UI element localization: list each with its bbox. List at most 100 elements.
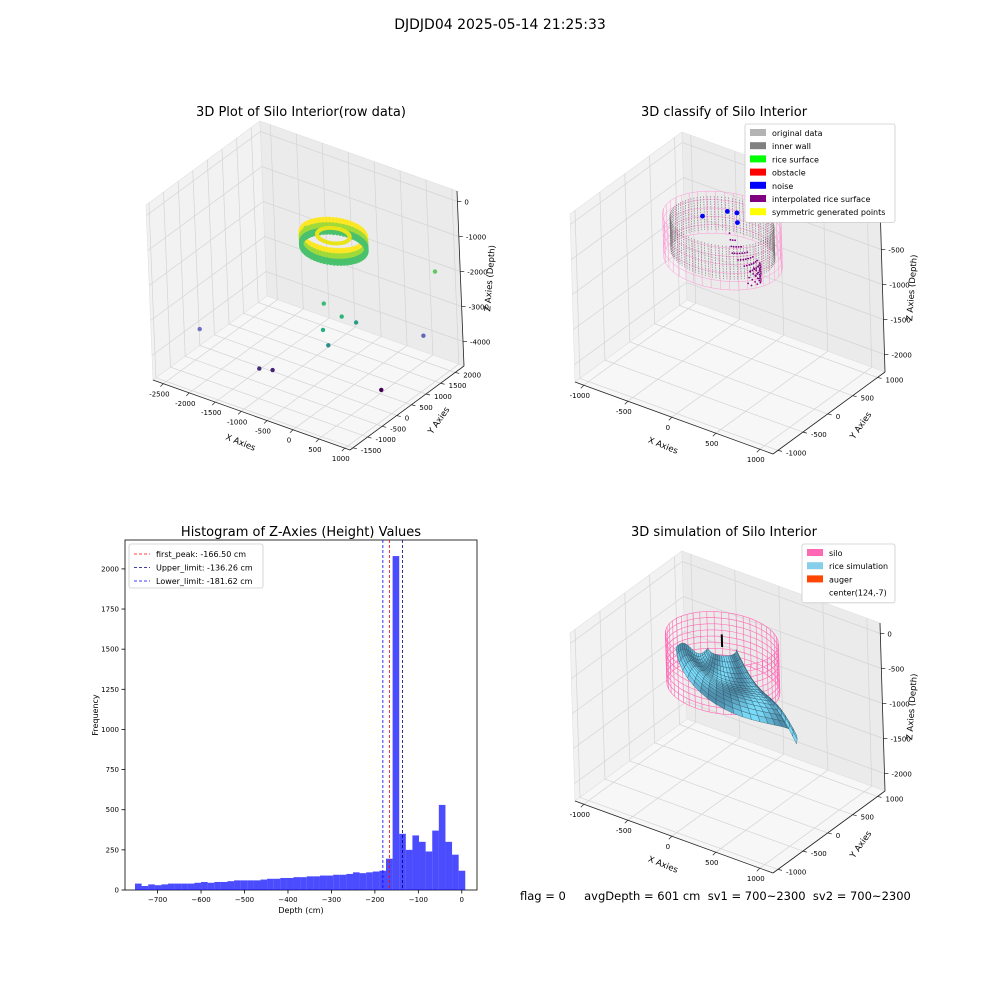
p3-legend-label-2: Lower_limit: -181.62 cm [156, 577, 253, 586]
p3-bar-29 [326, 875, 334, 890]
p4-xtick-3 [712, 851, 717, 856]
p2-interp-point [750, 284, 753, 287]
p2-inner-wall-line [700, 241, 703, 276]
p2-outline-vline-37 [754, 246, 757, 289]
p2-inner-wall-line [773, 223, 775, 257]
p1-ytick-label-2: -500 [390, 425, 406, 433]
p2-inner-wall-line [676, 228, 679, 263]
p4-ygrid-1 [599, 611, 804, 852]
p2-ytick-label-0: -1000 [786, 449, 806, 457]
p3-bar-36 [372, 871, 380, 890]
p3-bar-15 [234, 880, 241, 890]
p4-rice-surface-cell [792, 731, 798, 745]
p2-inner-wall-line [676, 204, 678, 239]
p2-inner-wall-line [714, 244, 717, 279]
p3-y-axis-label: Frequency [91, 694, 100, 736]
p2-legend-swatch-2 [750, 155, 766, 163]
p4-ytick-3 [852, 814, 857, 817]
p1-xgrid-4 [266, 161, 382, 421]
p4-ygrid-3 [649, 574, 853, 816]
p2-outline-vline-26 [667, 225, 670, 268]
p2-ygrid-4 [674, 137, 878, 378]
p2-interp-point [752, 273, 754, 275]
p2-interp-point [742, 258, 745, 261]
p1-ytick-6 [440, 382, 445, 385]
p3-xtick-label-0: −700 [148, 896, 167, 904]
p2-ygrid-2 [624, 173, 828, 415]
p1-zgrid-2 [148, 201, 461, 286]
p3-legend-box [128, 543, 264, 589]
p2-xgrid-2 [671, 167, 785, 418]
p1-zgrid-0 [146, 131, 458, 216]
p4-z-axis-label: Z Axies (Depth) [905, 673, 920, 740]
p2-interp-point [728, 232, 731, 235]
p1-ring-point [332, 261, 337, 266]
p4-ztick-label-1: -500 [888, 666, 904, 674]
p4-xgrid-4 [759, 618, 873, 869]
p1-ytick-0 [352, 447, 358, 450]
p3-bar-26 [306, 876, 314, 890]
p2-inner-wall-line [739, 199, 741, 234]
p2-interp-point [758, 277, 760, 280]
p2-noise-point-3 [735, 220, 740, 225]
p2-inner-wall-line [670, 220, 672, 255]
p3-ytick-label-8: 2000 [101, 565, 119, 573]
p2-interp-point [741, 252, 744, 255]
p2-interp-point [756, 273, 758, 275]
p4-x-axis-line [574, 800, 774, 874]
p2-inner-wall-line [722, 245, 724, 280]
p4-xtick-4 [756, 867, 761, 872]
p3-bar-20 [267, 878, 274, 890]
p3-bar-1 [141, 885, 149, 890]
p1-outlier-point-4 [320, 327, 326, 333]
p4-x-axis-label: X Axies [646, 855, 679, 876]
p2-outline-vline-30 [692, 241, 695, 284]
p1-ring-point [321, 230, 326, 235]
p2-legend-label-2: rice surface [772, 155, 819, 164]
p4-ytick-2 [827, 832, 832, 835]
p1-ztick-label-4: -4000 [470, 339, 490, 347]
p2-outline-vline-18 [681, 195, 684, 238]
p3-bar-43 [419, 841, 426, 890]
p2-outline-vline-36 [746, 247, 749, 290]
p2-legend-box [744, 123, 896, 223]
p2-xtick-label-1: -500 [616, 408, 632, 416]
p2-interp-point [757, 265, 760, 268]
p4-silo-vline-23 [676, 618, 679, 668]
p2-interp-point [758, 268, 761, 270]
p1-outlier-point-2 [321, 301, 326, 306]
p2-y-axis-label: Y Axies [848, 410, 875, 442]
p2-inner-wall-line [718, 245, 720, 279]
p2-inner-wall-line [674, 205, 677, 240]
p3-bar-22 [280, 877, 287, 890]
p1-outlier-point-1 [432, 269, 438, 274]
p2-inner-wall-line [700, 196, 702, 231]
p1-ring-point [325, 260, 330, 265]
p1-x-axis-line [152, 379, 351, 451]
p1-outlier-point-10 [270, 367, 275, 373]
p2-legend-label-4: noise [772, 182, 793, 191]
p1-outlier-point-5 [353, 320, 359, 325]
p1-z-axis-line [456, 190, 465, 367]
p1-ztick-label-1: -1000 [466, 234, 486, 242]
p4-ygrid-0 [574, 629, 779, 870]
p4-legend-label-2: auger [829, 575, 853, 584]
p2-interp-point [759, 266, 762, 269]
p4-ytick-4 [877, 796, 882, 798]
p2-interp-point [756, 277, 759, 280]
p3-bar-39 [392, 556, 400, 890]
p2-inner-wall-line [703, 196, 705, 230]
p4-silo-vline-7 [773, 633, 776, 683]
p2-inner-wall-line [685, 199, 687, 234]
p2-inner-wall-line [729, 245, 731, 280]
p3-bar-44 [425, 851, 433, 890]
p2-ytick-3 [852, 395, 857, 398]
p2-inner-wall-line [728, 197, 730, 232]
p2-interp-point [746, 251, 749, 254]
p2-interp-point [751, 278, 754, 281]
p1-ring-point [331, 230, 336, 236]
p2-ytick-label-3: 500 [861, 395, 874, 403]
p2-outline-vline-38 [761, 244, 764, 287]
p2-xtick-label-4: 1000 [747, 456, 765, 464]
p1-xtick-label-5: 0 [287, 437, 291, 445]
